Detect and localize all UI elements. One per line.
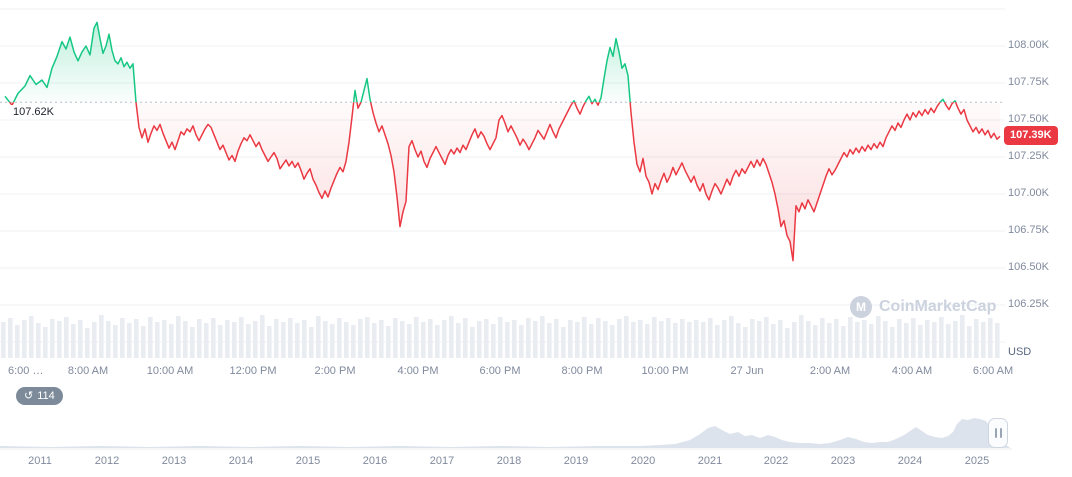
year-tick-label[interactable]: 2024: [897, 455, 923, 467]
x-tick-label: 12:00 PM: [229, 365, 277, 377]
history-count: 114: [37, 390, 55, 402]
x-tick-label: 6:00 PM: [479, 365, 521, 377]
x-tick-label: 6:00 AM: [972, 365, 1014, 377]
year-tick-label[interactable]: 2016: [362, 455, 388, 467]
year-tick-label[interactable]: 2014: [228, 455, 254, 467]
year-tick-label[interactable]: 2018: [496, 455, 522, 467]
x-tick-label: 2:00 PM: [314, 365, 356, 377]
price-chart[interactable]: [0, 0, 1005, 360]
x-tick-label: 4:00 AM: [891, 365, 933, 377]
x-tick-label: 8:00 PM: [561, 365, 603, 377]
x-tick-label: 8:00 AM: [67, 365, 109, 377]
current-price-tag: 107.39K: [1004, 126, 1058, 145]
handle-grip-icon: [994, 428, 997, 438]
year-tick-label[interactable]: 2022: [763, 455, 789, 467]
y-tick-label: 106.75K: [1008, 224, 1049, 236]
year-tick-label[interactable]: 2011: [28, 455, 52, 467]
x-tick-label: 10:00 AM: [146, 365, 194, 377]
y-tick-label: 106.25K: [1008, 298, 1049, 310]
timeline-scroll-handle[interactable]: [988, 418, 1008, 448]
year-tick-label[interactable]: 2020: [630, 455, 656, 467]
year-tick-label[interactable]: 2025: [964, 455, 990, 467]
y-tick-label: 107.25K: [1008, 150, 1049, 162]
year-tick-label[interactable]: 2012: [94, 455, 120, 467]
watermark: M CoinMarketCap: [850, 296, 996, 318]
y-tick-label: 107.75K: [1008, 76, 1049, 88]
timeline-years: 2011 2012 2013 2014 2015 2016 2017 2018 2019 2020…: [0, 455, 1072, 471]
y-tick-label: 107.50K: [1008, 113, 1049, 125]
year-tick-label[interactable]: 2019: [563, 455, 589, 467]
x-axis: 6:00 … 8:00 AM 10:00 AM 12:00 PM 2:00 PM 4:00…: [0, 365, 1072, 381]
timeline-minimap[interactable]: [0, 408, 1012, 450]
year-tick-label[interactable]: 2017: [429, 455, 455, 467]
history-clock-icon: ↺: [24, 389, 34, 402]
x-tick-label: 4:00 PM: [397, 365, 439, 377]
x-tick-label: 2:00 AM: [809, 365, 851, 377]
y-tick-label: 108.00K: [1008, 39, 1049, 51]
year-tick-label[interactable]: 2015: [295, 455, 321, 467]
year-tick-label[interactable]: 2021: [697, 455, 723, 467]
x-tick-label: 6:00 …: [8, 365, 44, 377]
y-tick-label: 106.50K: [1008, 261, 1049, 273]
history-count-badge[interactable]: ↺ 114: [16, 387, 63, 405]
coinmarketcap-logo-icon: M: [850, 296, 872, 318]
baseline-price-label: 107.62K: [10, 105, 57, 119]
x-tick-label: 10:00 PM: [641, 365, 689, 377]
handle-grip-icon: [999, 428, 1002, 438]
y-tick-label: 107.00K: [1008, 187, 1049, 199]
y-axis-unit-label: USD: [1008, 346, 1032, 358]
year-tick-label[interactable]: 2013: [161, 455, 187, 467]
year-tick-label[interactable]: 2023: [830, 455, 856, 467]
watermark-text: CoinMarketCap: [879, 298, 997, 315]
x-tick-label: 27 Jun: [730, 365, 764, 377]
